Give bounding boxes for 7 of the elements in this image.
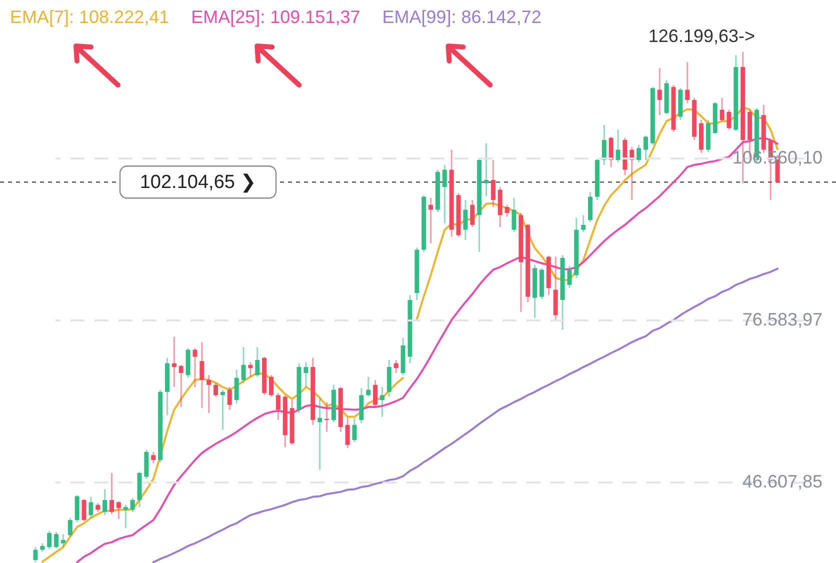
ref-line-label: 102.104,65 ❯: [140, 172, 256, 194]
y-tick-label: 76.583,97: [742, 310, 822, 330]
text: EMA[99]: 86.142,72: [382, 7, 542, 27]
y-tick-label: 46.607,85: [742, 472, 822, 492]
text: EMA[25]: 109.151,37: [191, 7, 360, 27]
annotation: 126.199,63->: [648, 26, 755, 46]
text: EMA[7]: 108.222,41: [10, 7, 170, 27]
